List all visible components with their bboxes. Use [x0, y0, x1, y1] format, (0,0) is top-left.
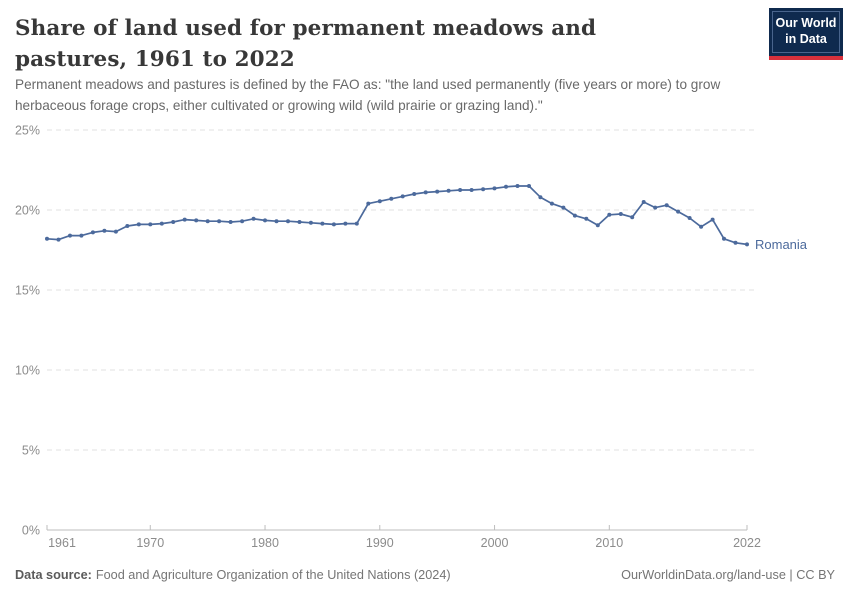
- svg-text:15%: 15%: [15, 284, 40, 298]
- logo-red-bar: [769, 56, 843, 61]
- svg-text:2022: 2022: [733, 536, 761, 550]
- svg-text:1970: 1970: [136, 536, 164, 550]
- svg-text:1980: 1980: [251, 536, 279, 550]
- data-source-label: Data source:: [15, 568, 92, 582]
- chart-footer: Data source: Food and Agriculture Organiz…: [15, 568, 835, 582]
- owid-logo-line2: in Data: [785, 31, 827, 46]
- svg-text:1961: 1961: [48, 536, 76, 550]
- chart-subtitle: Permanent meadows and pastures is define…: [15, 77, 721, 114]
- svg-text:0%: 0%: [22, 524, 40, 538]
- svg-text:2000: 2000: [481, 536, 509, 550]
- svg-text:25%: 25%: [15, 124, 40, 138]
- svg-text:10%: 10%: [15, 364, 40, 378]
- owid-logo[interactable]: Our World in Data: [769, 8, 843, 61]
- svg-text:5%: 5%: [22, 444, 40, 458]
- owid-logo-text: Our World in Data: [772, 11, 840, 54]
- svg-text:1990: 1990: [366, 536, 394, 550]
- data-source-value: Food and Agriculture Organization of the…: [95, 568, 451, 582]
- svg-text:Romania: Romania: [755, 237, 808, 252]
- owid-logo-line1: Our World: [775, 16, 837, 30]
- data-source: Data source: Food and Agriculture Organiz…: [15, 568, 451, 582]
- owid-link[interactable]: OurWorldinData.org/land-use | CC BY: [621, 568, 835, 582]
- page-title: Share of land used for permanent meadows…: [15, 16, 597, 72]
- svg-text:2010: 2010: [595, 536, 623, 550]
- svg-text:20%: 20%: [15, 204, 40, 218]
